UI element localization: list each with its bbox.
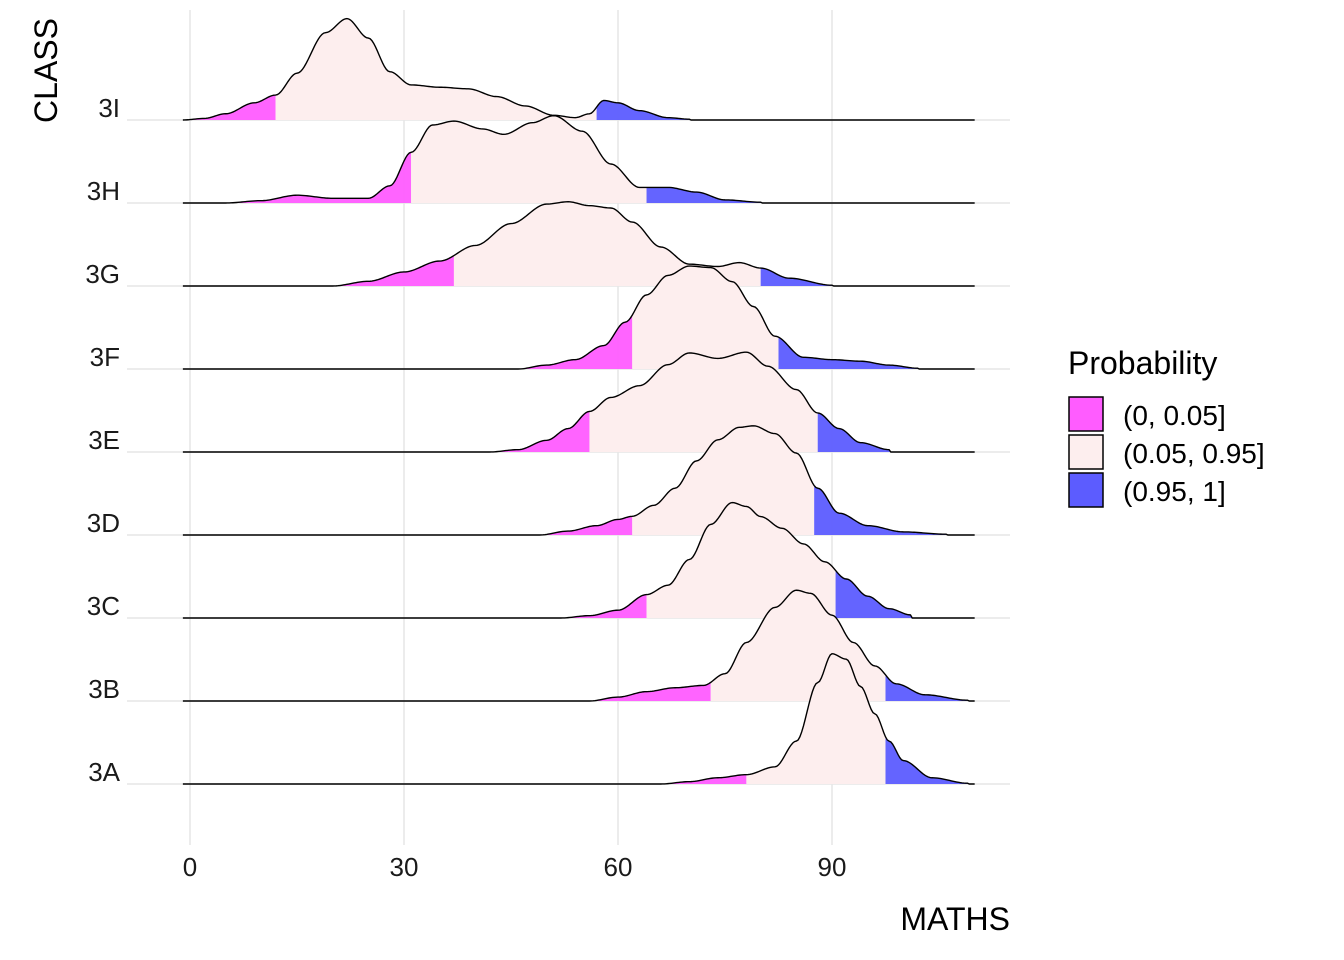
ridge-3F-region-1 [632,266,779,369]
ridge-3F [182,265,975,370]
ridge-3A-region-2 [885,736,975,784]
ridge-3B-region-0 [182,682,711,701]
y-axis-title: CLASS [28,18,64,123]
x-axis-title: MATHS [900,901,1010,937]
ridge-3E-region-2 [817,413,975,452]
legend-key-0 [1068,396,1104,432]
ridge-3H-region-2 [646,187,975,203]
y-tick-label: 3A [88,757,120,787]
x-tick-label: 0 [183,852,197,882]
ridge-3A-outline [182,653,975,785]
ridge-3E-region-0 [182,411,590,452]
x-tick-label: 60 [604,852,633,882]
ridge-3D [182,425,975,536]
ridge-3D-outline [182,425,975,536]
x-tick-labels: 0 30 60 90 [183,852,847,882]
legend-label-0: (0, 0.05] [1123,400,1226,431]
ridge-3E-region-1 [589,352,818,452]
x-tick-label: 90 [818,852,847,882]
ridge-3H-outline [182,114,975,204]
ridge-3A-region-1 [746,653,886,784]
y-tick-label: 3F [90,342,120,372]
legend-key-1 [1068,434,1104,470]
ridge-3G-region-0 [182,255,454,286]
ridge-3C [182,501,975,619]
ridge-3D-region-0 [182,516,633,535]
ridge-3F-region-2 [778,337,975,369]
ridge-3H-region-0 [182,152,412,203]
y-tick-label: 3E [88,425,120,455]
ridge-3A-region-0 [182,774,747,784]
ridge-3A [182,653,975,785]
ridge-3C-region-0 [182,594,647,618]
y-tick-label: 3G [85,259,120,289]
legend-label-2: (0.95, 1] [1123,476,1226,507]
ridge-3D-region-2 [814,485,975,535]
y-tick-label: 3C [87,591,120,621]
ridge-3C-outline [182,501,975,619]
ridge-3E-outline [182,351,975,453]
legend: Probability (0, 0.05] (0.05, 0.95] (0.95, … [1068,345,1265,508]
ridge-3E [182,351,975,453]
ridge-3I-outline [182,17,975,121]
ridge-3G-region-1 [453,201,761,286]
ridge-3C-region-2 [835,570,975,618]
ridge-3G-region-2 [760,268,975,286]
ridge-3I-region-2 [596,100,975,120]
y-tick-labels: 3A 3B 3C 3D 3E 3F 3G 3H 3I [85,93,120,787]
ridges [182,17,975,785]
y-tick-label: 3D [87,508,120,538]
y-tick-label: 3B [88,674,120,704]
legend-key-2 [1068,472,1104,508]
y-tick-label: 3H [87,176,120,206]
ridge-3B-outline [182,589,975,702]
ridge-3I-region-1 [275,18,597,121]
y-tick-label: 3I [98,93,120,123]
ridge-3C-region-1 [646,502,836,618]
ridge-3I [182,17,975,121]
ridge-3I-region-0 [182,95,276,120]
ridge-3F-outline [182,265,975,370]
ridge-3B-region-2 [885,674,975,701]
legend-title: Probability [1068,345,1217,381]
x-tick-label: 30 [390,852,419,882]
ridge-3H [182,114,975,204]
ridge-3G-outline [182,201,975,287]
ridge-3F-region-0 [182,315,633,369]
ridge-3D-region-1 [632,425,815,535]
legend-label-1: (0.05, 0.95] [1123,438,1265,469]
ridge-3G [182,201,975,287]
ridge-3H-region-1 [411,115,647,203]
